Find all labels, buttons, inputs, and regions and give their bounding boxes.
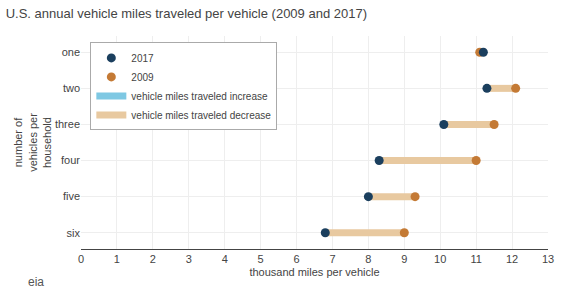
svg-text:8: 8 xyxy=(365,253,371,265)
svg-text:vehicle miles traveled decreas: vehicle miles traveled decrease xyxy=(131,110,271,121)
svg-text:six: six xyxy=(67,227,81,239)
svg-text:9: 9 xyxy=(401,253,407,265)
svg-text:4: 4 xyxy=(222,253,228,265)
svg-text:13: 13 xyxy=(542,253,554,265)
svg-text:four: four xyxy=(61,154,80,166)
svg-text:three: three xyxy=(55,118,80,130)
svg-text:0: 0 xyxy=(78,253,84,265)
svg-text:one: one xyxy=(62,46,80,58)
svg-text:2017: 2017 xyxy=(131,53,154,64)
svg-text:U.S. annual vehicle miles trav: U.S. annual vehicle miles traveled per v… xyxy=(6,6,367,21)
svg-text:2: 2 xyxy=(150,253,156,265)
svg-text:1: 1 xyxy=(114,253,120,265)
svg-text:5: 5 xyxy=(258,253,264,265)
svg-text:10: 10 xyxy=(434,253,446,265)
svg-text:6: 6 xyxy=(293,253,299,265)
svg-text:7: 7 xyxy=(329,253,335,265)
svg-text:thousand miles per vehicle: thousand miles per vehicle xyxy=(249,266,379,278)
svg-text:two: two xyxy=(63,82,80,94)
svg-text:five: five xyxy=(63,190,80,202)
svg-text:2009: 2009 xyxy=(131,72,154,83)
svg-text:vehicle miles traveled increas: vehicle miles traveled increase xyxy=(131,91,268,102)
svg-text:3: 3 xyxy=(186,253,192,265)
svg-text:number ofvehicles perhousehold: number ofvehicles perhousehold xyxy=(12,113,53,172)
svg-text:11: 11 xyxy=(470,253,481,265)
svg-text:eia: eia xyxy=(28,275,44,289)
svg-text:12: 12 xyxy=(506,253,518,265)
